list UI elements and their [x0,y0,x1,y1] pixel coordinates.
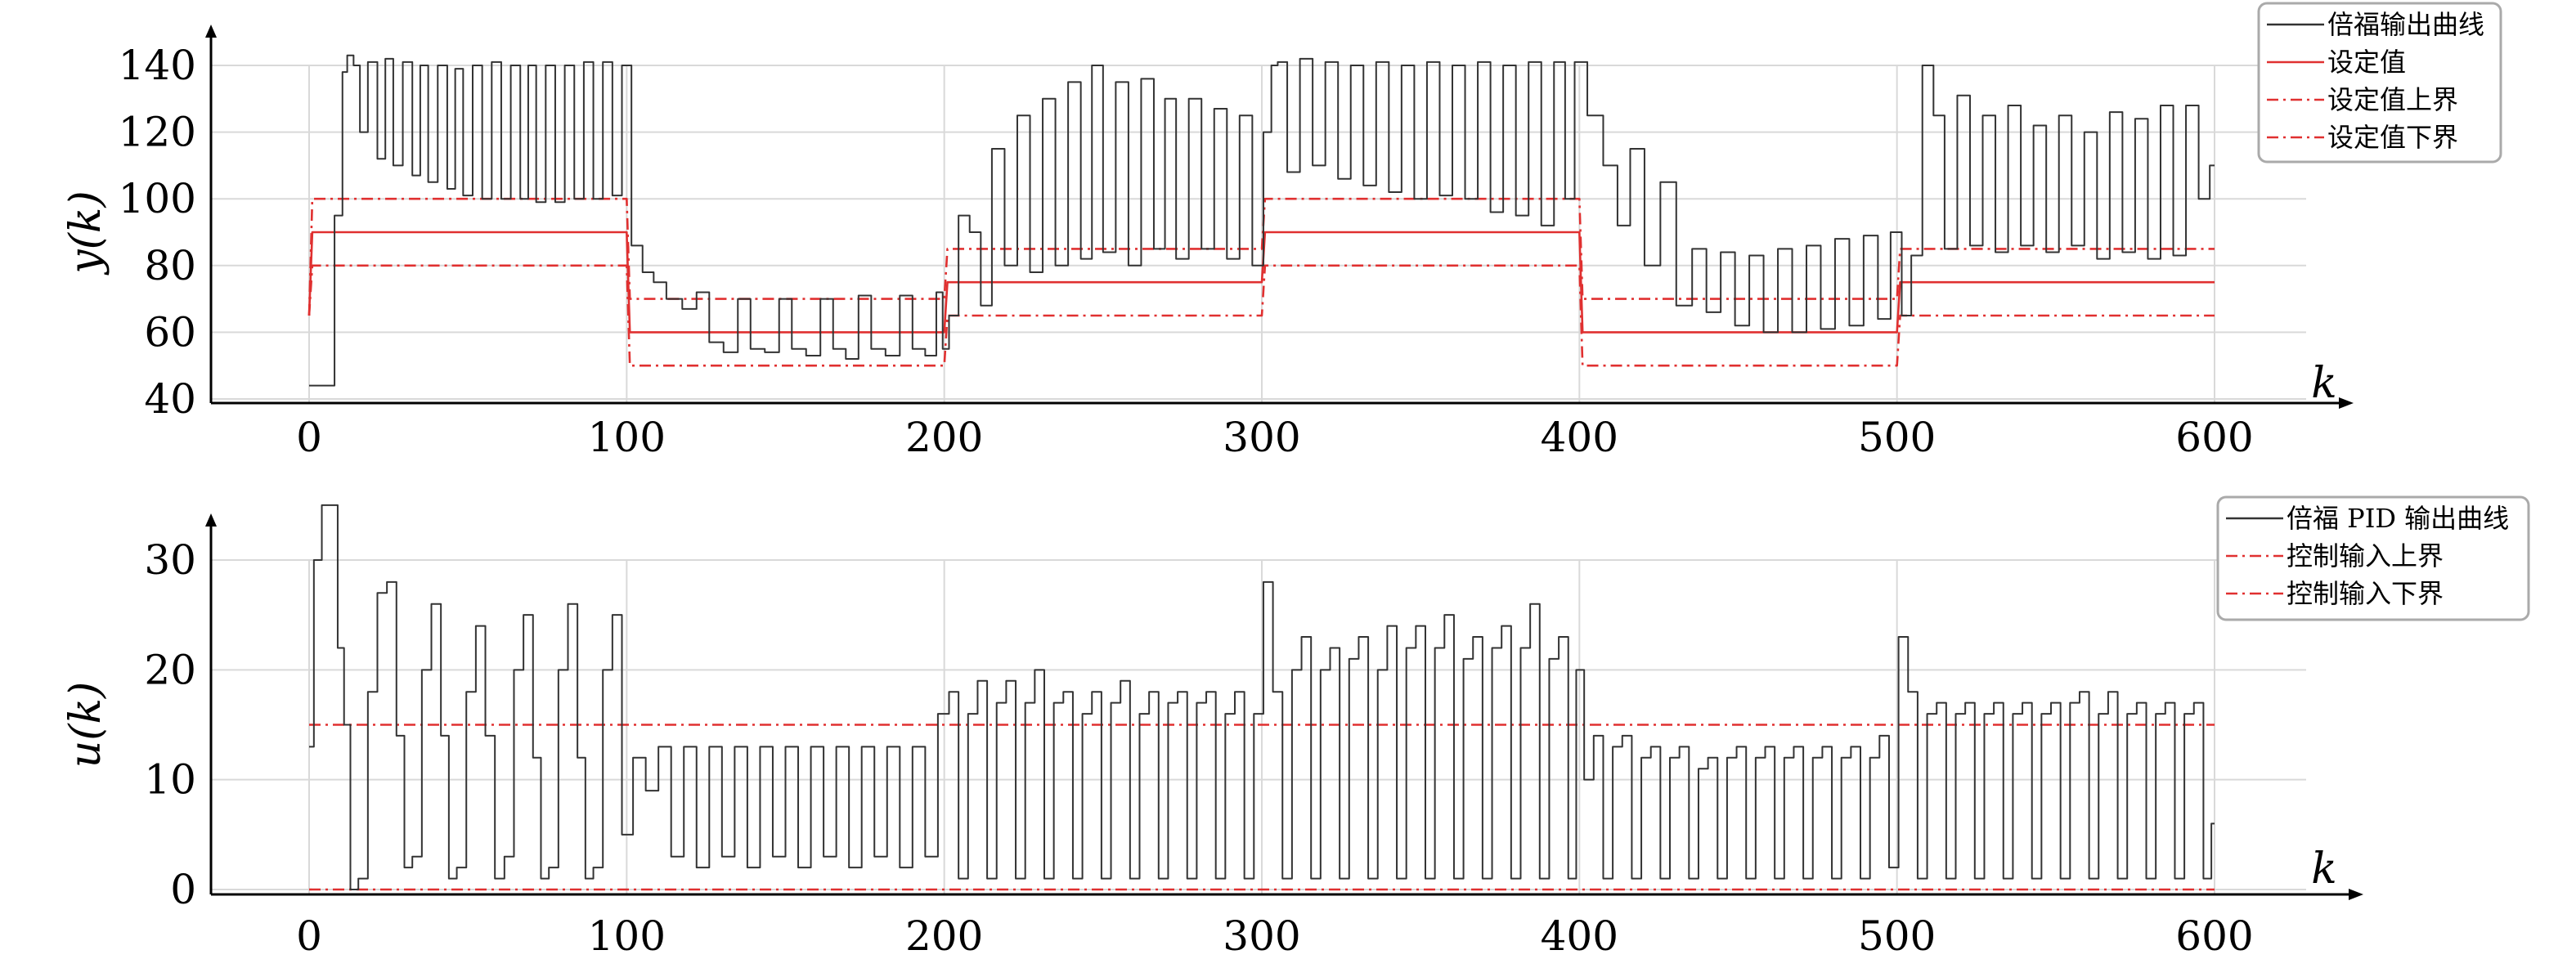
y-axis-label: u(k) [61,682,110,769]
series-line-1 [309,54,2215,387]
grid-lines [211,559,2306,894]
x-tick-label: 300 [1223,414,1300,461]
series-line-1 [309,504,2215,890]
series-line-2 [307,231,2215,334]
x-tick-label: 300 [1223,912,1300,959]
series-group [309,504,2215,891]
x-tick-label: 400 [1541,414,1618,461]
chart-panel-1: 0 100 200 300 400 500 600 40 60 80 100 120 140 k y(k) 倍… [61,2,2502,461]
x-axis-arrow [2349,889,2363,900]
y-tick-label: 40 [144,375,196,423]
legend-box [2216,495,2530,621]
series-line-3 [307,197,2215,316]
legend-entry: 控制输入下界 [2287,578,2444,609]
y-tick-label: 60 [144,308,196,356]
x-tick-label: 100 [588,912,666,959]
y-tick-label: 140 [119,42,196,89]
x-tick-label: 100 [588,414,666,461]
y-axis-arrow [205,25,217,38]
x-tick-label: 500 [1858,912,1936,959]
y-tick-label: 100 [119,175,196,222]
y-tick-label: 10 [144,756,196,804]
x-axis-label: k [2311,359,2337,408]
y-axis-label: y(k) [61,190,110,275]
y-tick-label: 120 [119,109,196,156]
legend-box [2257,2,2502,164]
x-tick-label: 200 [905,414,983,461]
y-tick-label: 30 [144,536,196,584]
x-tick-label: 0 [296,912,322,959]
y-tick-label: 0 [170,866,196,913]
x-tick-label: 600 [2175,912,2253,959]
series-group [307,54,2215,387]
x-tick-label: 600 [2175,414,2253,461]
series-line-4 [307,264,2215,367]
x-tick-label: 400 [1541,912,1618,959]
legend-entry: 倍福输出曲线 [2327,9,2484,40]
chart-panel-2: 0 100 200 300 400 500 600 0 10 20 30 k u(k) 倍福 PID 输出… [61,495,2530,959]
x-axis-arrow [2339,397,2354,409]
x-axis-label: k [2311,845,2337,894]
y-axis-arrow [205,513,217,527]
x-tick-label: 0 [296,414,322,461]
legend-entry: 设定值 [2327,47,2406,78]
x-tick-label: 500 [1858,414,1936,461]
legend-entry: 控制输入上界 [2287,540,2444,571]
x-tick-label: 200 [905,912,983,959]
y-tick-label: 20 [144,646,196,693]
y-tick-label: 80 [144,242,196,289]
legend-entry: 倍福 PID 输出曲线 [2287,503,2509,534]
legend-entry: 设定值下界 [2327,122,2458,153]
legend-entry: 设定值上界 [2327,84,2458,115]
